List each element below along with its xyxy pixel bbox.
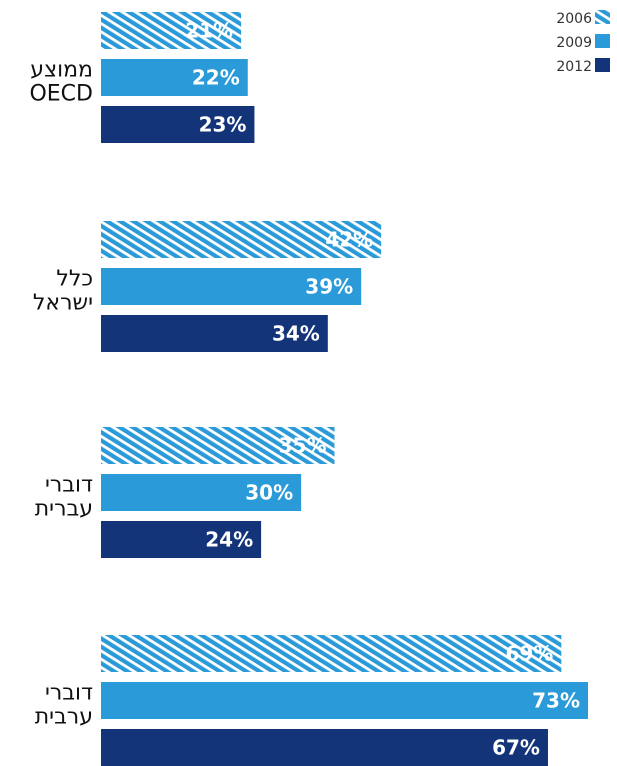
bar-value-label: 22% bbox=[192, 66, 240, 90]
bar-value-label: 35% bbox=[279, 434, 327, 458]
bar-group: 42% 39% 34% כלל ישראל bbox=[33, 221, 382, 352]
chart-legend: 2006 2009 2012 bbox=[556, 10, 610, 75]
bar-value-label: 39% bbox=[305, 275, 353, 299]
bar bbox=[101, 268, 362, 305]
legend-label: 2006 bbox=[556, 11, 592, 27]
bar bbox=[101, 729, 548, 766]
bar-value-label: 42% bbox=[325, 228, 373, 252]
bar-value-label: 69% bbox=[505, 642, 553, 666]
legend-swatch bbox=[595, 10, 610, 24]
legend-swatch bbox=[595, 34, 610, 48]
bar-value-label: 34% bbox=[272, 322, 320, 346]
bar bbox=[101, 221, 382, 258]
bar bbox=[101, 682, 588, 719]
bar-value-label: 23% bbox=[199, 113, 247, 137]
legend-label: 2009 bbox=[556, 35, 592, 51]
legend-label: 2012 bbox=[556, 59, 592, 75]
bar-group: 69% 73% 67% דוברי ערבית bbox=[35, 635, 588, 766]
bar bbox=[101, 59, 248, 96]
bar bbox=[101, 106, 255, 143]
bar-group: 35% 30% 24% דוברי עברית bbox=[35, 427, 335, 558]
chart-bars: 21% 22% 23% ממוצע OECD 42% 39% 34% כלל ישראל 35% 30… bbox=[29, 12, 588, 766]
bar-value-label: 30% bbox=[245, 481, 293, 505]
bar-group: 21% 22% 23% ממוצע OECD bbox=[29, 12, 255, 143]
bar bbox=[101, 635, 562, 672]
bar-value-label: 24% bbox=[205, 528, 253, 552]
category-label: דוברי עברית bbox=[35, 473, 93, 522]
bar bbox=[101, 521, 262, 558]
bar bbox=[101, 427, 335, 464]
bar bbox=[101, 474, 302, 511]
category-label: ממוצע OECD bbox=[29, 58, 93, 107]
bar-value-label: 67% bbox=[492, 736, 540, 760]
category-label: דוברי ערבית bbox=[35, 681, 93, 730]
category-label: כלל ישראל bbox=[33, 267, 93, 316]
bar bbox=[101, 12, 242, 49]
bar-value-label: 21% bbox=[185, 19, 233, 43]
legend-swatch bbox=[595, 58, 610, 72]
bar bbox=[101, 315, 328, 352]
bar-value-label: 73% bbox=[532, 689, 580, 713]
